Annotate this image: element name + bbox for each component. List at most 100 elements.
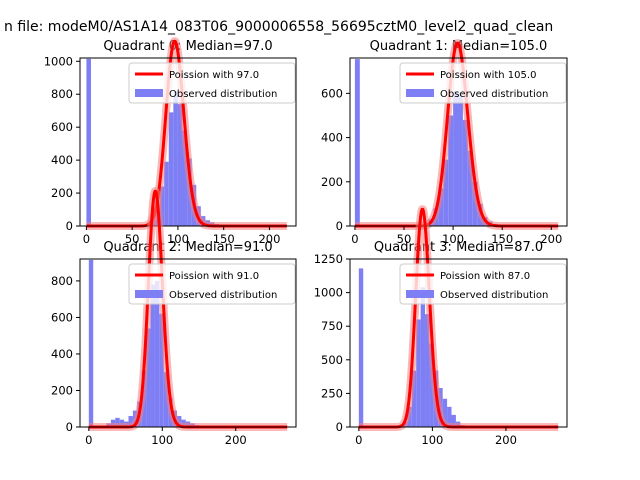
panel-3: Quadrant 3: Median=87.00 100 2000250500750… — [314, 205, 568, 447]
legend-entry-poisson: Poission with 91.0 — [169, 271, 259, 282]
x-tick-label: 0 — [351, 232, 358, 246]
panels: Quadrant 0: Median=97.0 0 50 100 150 200 0 200 4… — [44, 37, 568, 447]
x-tick-label: 200 — [540, 232, 562, 246]
hist-bar — [442, 398, 448, 427]
y-tick-label: 200 — [51, 383, 73, 397]
legend-box — [128, 263, 296, 305]
legend-box — [128, 62, 296, 104]
x-tick-label: 50 — [397, 232, 412, 246]
hist-bar — [354, 59, 360, 227]
y-tick-label: 1000 — [44, 54, 73, 68]
axes-frame — [79, 57, 297, 227]
hist-bar — [164, 161, 169, 226]
y-tick-label: 600 — [51, 120, 73, 134]
hist-bar — [462, 119, 468, 226]
y-tick-label: 1250 — [314, 252, 343, 266]
hist-bar — [467, 150, 473, 226]
y-tick-label: 1000 — [314, 286, 343, 300]
y-tick-label: 0 — [336, 219, 343, 233]
y-tick-label: 500 — [321, 353, 343, 367]
legend-patch-swatch — [135, 89, 163, 97]
x-tick-label: 200 — [495, 433, 517, 447]
hist-bar — [173, 90, 178, 226]
legend-entry-observed: Observed distribution — [169, 290, 277, 301]
x-tick-label: 50 — [125, 232, 140, 246]
hist-bar — [443, 159, 449, 226]
hist-bar — [159, 313, 164, 427]
y-tick-label: 200 — [321, 175, 343, 189]
hist-bar — [358, 268, 364, 427]
hist-bar — [453, 91, 459, 226]
y-tick-label: 400 — [321, 131, 343, 145]
legend-entry-observed: Observed distribution — [169, 89, 277, 100]
y-tick-label: 400 — [51, 347, 73, 361]
hist-bar — [168, 112, 174, 226]
panel-0: Quadrant 0: Median=97.0 0 50 100 150 200 0 200 4… — [44, 37, 297, 246]
x-tick-label: 100 — [421, 433, 443, 447]
legend-entry-observed: Observed distribution — [440, 89, 548, 100]
figure-suptitle: n file: modeM0/AS1A14_083T06_9000006558_… — [4, 19, 553, 35]
hist-bar — [411, 370, 417, 427]
x-tick-label: 100 — [442, 232, 464, 246]
hist-bar — [115, 417, 120, 427]
legend: Poission with 105.0 Observed distribution — [399, 62, 567, 104]
y-tick-label: 400 — [51, 153, 73, 167]
axes-frame — [349, 57, 568, 227]
hist-bar — [451, 414, 456, 427]
panel-1: Quadrant 1: Median=105.00 50 100 150 2000200… — [321, 39, 568, 246]
hist-bar — [154, 280, 160, 427]
panel-2: Quadrant 2: Median=91.0 0 100 200 0 200 400 600… — [51, 187, 297, 447]
y-tick-label: 800 — [51, 87, 73, 101]
panel-title: Quadrant 3: Median=87.0 — [374, 240, 543, 255]
axes-frame — [79, 258, 297, 428]
x-tick-label: 0 — [355, 433, 362, 447]
hist-bar — [159, 186, 165, 226]
hist-bar — [447, 406, 452, 427]
x-tick-label: 0 — [83, 232, 90, 246]
x-tick-label: 200 — [225, 433, 247, 447]
legend: Poission with 97.0 Observed distribution — [128, 62, 296, 104]
legend-box — [399, 62, 567, 104]
y-tick-label: 750 — [321, 319, 343, 333]
hist-bar — [163, 372, 169, 427]
x-tick-label: 150 — [491, 232, 513, 246]
legend-entry-poisson: Poission with 97.0 — [169, 70, 259, 81]
y-tick-label: 0 — [336, 420, 343, 434]
y-tick-label: 200 — [51, 186, 73, 200]
y-tick-label: 600 — [321, 86, 343, 100]
axes-frame — [349, 258, 568, 428]
legend: Poission with 87.0 Observed distribution — [399, 263, 567, 305]
x-tick-label: 100 — [167, 232, 189, 246]
x-tick-label: 100 — [151, 433, 173, 447]
legend-entry-observed: Observed distribution — [440, 290, 548, 301]
hist-bar — [150, 284, 155, 427]
legend-patch-swatch — [135, 290, 163, 298]
hist-bar — [458, 93, 463, 226]
legend: Poission with 91.0 Observed distribution — [128, 263, 296, 305]
hist-bar — [425, 314, 430, 427]
x-tick-label: 0 — [85, 433, 92, 447]
legend-box — [399, 263, 567, 305]
y-tick-label: 800 — [51, 274, 73, 288]
legend-patch-swatch — [406, 290, 434, 298]
hist-bar — [420, 287, 426, 427]
hist-bar — [416, 319, 421, 427]
hist-bar — [182, 130, 188, 226]
panel-title: Quadrant 2: Median=91.0 — [103, 240, 272, 255]
y-tick-label: 600 — [51, 310, 73, 324]
hist-bar — [448, 115, 454, 226]
legend-patch-swatch — [406, 89, 434, 97]
y-tick-label: 0 — [66, 219, 73, 233]
hist-bar — [86, 58, 91, 226]
hist-bar — [88, 259, 94, 427]
hist-bar — [177, 104, 183, 226]
y-tick-label: 250 — [321, 386, 343, 400]
hist-bar — [128, 416, 133, 427]
x-tick-label: 200 — [258, 232, 280, 246]
legend-entry-poisson: Poission with 87.0 — [440, 271, 530, 282]
x-tick-label: 150 — [213, 232, 235, 246]
y-tick-label: 0 — [66, 420, 73, 434]
panel-title: Quadrant 0: Median=97.0 — [103, 39, 272, 54]
legend-entry-poisson: Poission with 105.0 — [440, 70, 536, 81]
